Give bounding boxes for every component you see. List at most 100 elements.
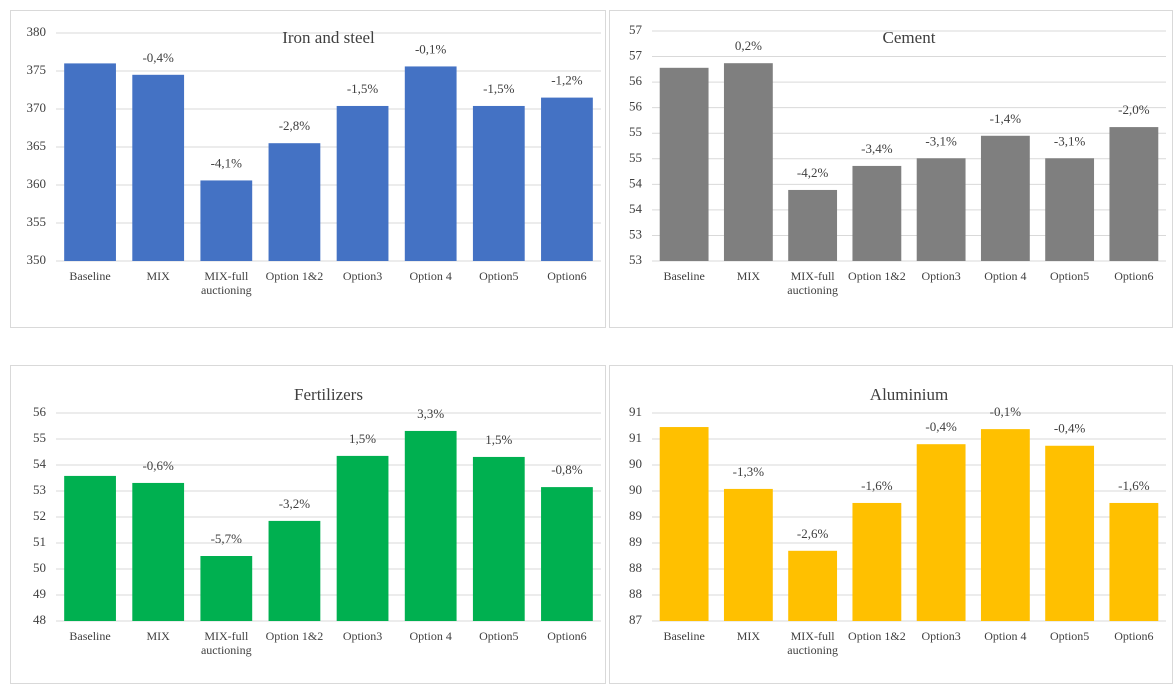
bar-annotation: -4,1% [211,155,243,170]
chart-title: Cement [883,28,936,47]
bar-annotation: -0,1% [990,404,1022,419]
bar-annotation: 3,3% [417,406,444,421]
bar [852,502,902,621]
bar [788,189,838,261]
bar [404,430,457,621]
bar [336,455,389,621]
x-tick-label: Option5 [1049,629,1090,643]
x-tick-label: MIX [146,629,170,643]
y-tick-label: 365 [27,138,47,153]
bar [1045,158,1095,261]
x-tick-label: Option 4 [409,629,452,643]
x-tick-label: Option 4 [409,269,452,283]
bar [200,180,253,261]
x-tick-label: MIX-full auctioning [200,629,252,657]
bar [659,427,709,621]
x-tick-label: MIX-full auctioning [787,269,838,297]
bar [541,487,593,621]
y-tick-label: 89 [629,508,642,523]
bar-annotation: -1,5% [483,81,515,96]
bar [541,97,593,261]
y-tick-label: 91 [629,404,642,419]
x-tick-label: Option5 [1049,269,1090,283]
x-tick-label: Option6 [547,629,587,643]
bar-annotation: 1,5% [485,432,512,447]
chart-title: Fertilizers [294,385,363,404]
chart-title: Iron and steel [282,28,375,47]
x-tick-label: Option5 [479,629,519,643]
x-tick-label: Option6 [547,269,587,283]
bar [268,143,321,261]
bar-annotation: -1,6% [861,478,893,493]
y-tick-label: 91 [629,430,642,445]
bar-annotation: 0,2% [735,38,762,53]
y-tick-label: 54 [33,456,47,471]
bar [268,520,321,621]
bar-annotation: -3,2% [279,496,311,511]
y-tick-label: 48 [33,612,46,627]
bar [64,475,116,621]
y-tick-label: 88 [629,586,642,601]
y-tick-label: 51 [33,534,46,549]
x-tick-label: Baseline [663,269,705,283]
bar [472,105,525,262]
bar [659,67,709,261]
bar [980,135,1030,261]
x-tick-label: MIX [736,629,761,643]
x-tick-label: Option 4 [984,269,1027,283]
y-tick-label: 375 [27,62,47,77]
bar [200,556,253,621]
y-tick-label: 54 [629,175,643,190]
x-tick-label: Option 4 [984,629,1027,643]
bar-annotation: -3,4% [861,141,893,156]
x-tick-label: Option6 [1114,269,1154,283]
bar-annotation: -0,6% [142,458,174,473]
x-tick-label: MIX [146,269,170,283]
y-tick-label: 57 [629,22,643,37]
bar-annotation: -1,4% [990,111,1022,126]
chart-panel: 87 88 88 89 89 90 90 91 91 Aluminium -1,3% -2,6% -1,… [609,365,1173,684]
bar-annotation: -0,1% [415,41,447,56]
bar-annotation: -2,0% [1118,102,1150,117]
bar-annotation: -0,4% [142,50,174,65]
x-tick-label: MIX-full auctioning [200,269,252,297]
x-tick-label: MIX-full auctioning [787,629,838,657]
bar-annotation: -1,6% [1118,478,1150,493]
bar-annotation: -0,4% [925,419,957,434]
y-tick-label: 87 [629,612,643,627]
bar [336,105,389,262]
x-tick-label: Option3 [342,269,383,283]
y-tick-label: 56 [33,404,47,419]
y-tick-label: 50 [33,560,46,575]
y-tick-label: 380 [27,24,47,39]
bar-annotation: -1,5% [347,81,379,96]
y-tick-label: 88 [629,560,642,575]
y-tick-label: 54 [629,201,643,216]
x-tick-label: Baseline [663,629,705,643]
y-tick-label: 90 [629,456,642,471]
chart: 48 49 50 51 52 53 54 55 56 Fertilizers -0,6% -5,7% -… [33,385,601,627]
chart: 350 355 360 365 370 375 380 Iron and steel -0,4%… [27,24,601,267]
x-tick-label: Option 1&2 [848,629,906,643]
chart-title: Aluminium [870,385,948,404]
bar-annotation: -3,1% [925,133,957,148]
x-tick-label: Option5 [479,269,519,283]
chart: 53 53 54 54 55 55 56 56 57 57 Cement 0,2% -4,2% -3,4%… [629,22,1166,267]
bar [1045,445,1095,621]
x-tick-label: Baseline [69,629,111,643]
bar [980,429,1030,621]
bar [132,482,185,621]
chart-panel: 53 53 54 54 55 55 56 56 57 57 Cement 0,2% -4,2% -3,4%… [609,10,1173,328]
bar [64,63,116,262]
bar-annotation: -2,6% [797,526,829,541]
x-tick-label: Option3 [921,629,961,643]
y-tick-label: 355 [27,214,47,229]
y-tick-label: 53 [629,226,642,241]
x-tick-label: Option 1&2 [848,269,906,283]
bar-annotation: 1,5% [349,431,376,446]
x-tick-label: Option 1&2 [265,629,324,643]
y-tick-label: 350 [27,252,47,267]
bar [852,165,902,261]
y-tick-label: 56 [629,99,643,114]
